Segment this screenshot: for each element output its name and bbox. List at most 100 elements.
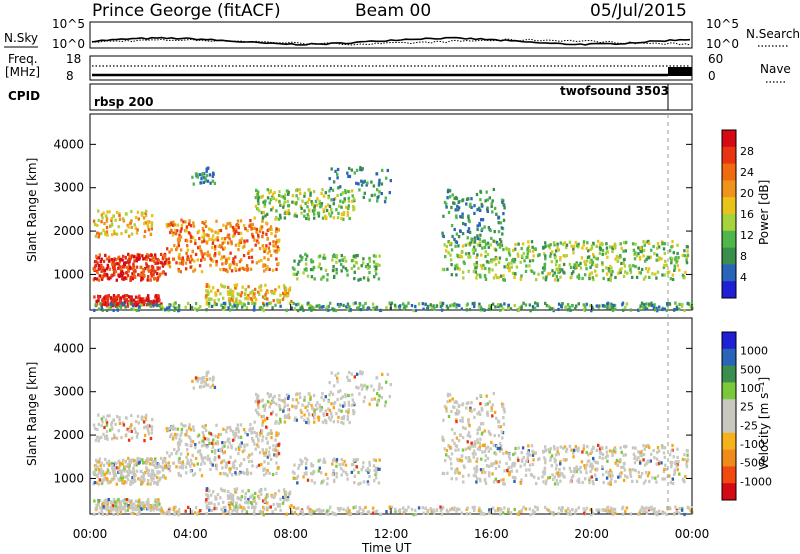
- heatmap-cell: [117, 266, 120, 270]
- heatmap-cell: [450, 467, 453, 471]
- heatmap-cell: [609, 264, 612, 268]
- heatmap-cell: [348, 509, 351, 513]
- heatmap-cell: [600, 445, 603, 449]
- heatmap-cell: [147, 275, 150, 279]
- heatmap-cell: [492, 480, 496, 484]
- heatmap-cell: [144, 417, 148, 422]
- heatmap-cell: [179, 474, 182, 478]
- heatmap-cell: [598, 246, 602, 250]
- heatmap-cell: [163, 464, 167, 468]
- heatmap-cell: [253, 216, 256, 220]
- heatmap-cell: [111, 265, 115, 269]
- heatmap-cell: [454, 399, 458, 404]
- heatmap-cell: [261, 306, 264, 311]
- heatmap-cell: [353, 474, 356, 478]
- heatmap-cell: [674, 505, 677, 509]
- heatmap-cell: [103, 506, 107, 511]
- heatmap-cell: [673, 308, 676, 312]
- heatmap-cell: [298, 188, 301, 192]
- heatmap-cell: [362, 257, 365, 261]
- heatmap-cell: [311, 472, 315, 476]
- heatmap-cell: [274, 288, 277, 292]
- heatmap-cell: [492, 276, 496, 280]
- heatmap-cell: [93, 267, 97, 272]
- heatmap-cell: [167, 466, 171, 471]
- heatmap-cell: [200, 456, 203, 460]
- heatmap-cell: [121, 505, 124, 509]
- heatmap-cell: [584, 509, 587, 513]
- heatmap-cell: [201, 456, 205, 460]
- heatmap-cell: [204, 456, 207, 460]
- heatmap-cell: [197, 450, 200, 454]
- heatmap-cell: [541, 475, 544, 479]
- heatmap-cell: [338, 408, 341, 412]
- heatmap-cell: [647, 302, 651, 306]
- heatmap-cell: [370, 397, 374, 402]
- heatmap-cell: [534, 247, 537, 251]
- heatmap-cell: [686, 457, 690, 461]
- heatmap-cell: [300, 410, 303, 414]
- heatmap-cell: [552, 477, 555, 481]
- heatmap-cell: [502, 452, 505, 456]
- heatmap-cell: [479, 233, 482, 237]
- heatmap-cell: [306, 417, 309, 421]
- heatmap-cell: [642, 453, 646, 457]
- heatmap-cell: [670, 259, 673, 263]
- heatmap-cell: [622, 249, 625, 253]
- heatmap-cell: [221, 262, 224, 266]
- heatmap-cell: [575, 467, 578, 471]
- heatmap-cell: [210, 289, 213, 293]
- heatmap-cell: [233, 435, 236, 439]
- heatmap-cell: [490, 236, 493, 240]
- heatmap-cell: [499, 512, 502, 516]
- heatmap-cell: [143, 222, 146, 226]
- heatmap-cell: [223, 306, 226, 311]
- heatmap-cell: [611, 270, 614, 274]
- heatmap-cell: [243, 448, 246, 452]
- heatmap-cell: [210, 508, 214, 512]
- heatmap-cell: [227, 510, 230, 514]
- heatmap-cell: [147, 294, 150, 298]
- heatmap-cell: [332, 512, 335, 516]
- heatmap-cell: [283, 420, 287, 424]
- heatmap-cell: [388, 301, 391, 305]
- heatmap-cell: [587, 453, 590, 457]
- heatmap-cell: [608, 480, 612, 484]
- heatmap-cell: [658, 460, 661, 464]
- heatmap-cell: [617, 459, 620, 463]
- heatmap-cell: [563, 241, 567, 245]
- heatmap-cell: [553, 256, 557, 260]
- heatmap-cell: [277, 489, 281, 493]
- heatmap-cell: [402, 302, 405, 306]
- heatmap-cell: [236, 507, 239, 512]
- heatmap-cell: [297, 401, 300, 405]
- heatmap-cell: [461, 215, 464, 219]
- heatmap-cell: [92, 219, 96, 223]
- heatmap-cell: [113, 433, 116, 437]
- heatmap-cell: [558, 267, 562, 271]
- heatmap-cell: [177, 308, 181, 312]
- heatmap-cell: [105, 501, 108, 505]
- heatmap-cell: [583, 464, 586, 468]
- heatmap-cell: [478, 447, 482, 452]
- heatmap-cell: [471, 452, 475, 456]
- heatmap-cell: [421, 302, 424, 306]
- heatmap-cell: [228, 512, 232, 516]
- colorbar-tick-label: 4: [740, 271, 747, 284]
- heatmap-cell: [305, 267, 308, 271]
- heatmap-cell: [217, 502, 220, 506]
- heatmap-cell: [589, 247, 592, 251]
- heatmap-cell: [167, 465, 170, 469]
- heatmap-cell: [229, 288, 232, 292]
- heatmap-cell: [113, 436, 116, 440]
- heatmap-cell: [109, 480, 112, 484]
- heatmap-cell: [169, 434, 172, 439]
- heatmap-cell: [110, 218, 113, 223]
- heatmap-cell: [594, 269, 597, 273]
- heatmap-cell: [460, 511, 463, 515]
- heatmap-cell: [448, 445, 452, 449]
- heatmap-cell: [528, 468, 531, 472]
- heatmap-cell: [241, 245, 245, 250]
- heatmap-cell: [210, 297, 213, 301]
- heatmap-cell: [388, 395, 391, 399]
